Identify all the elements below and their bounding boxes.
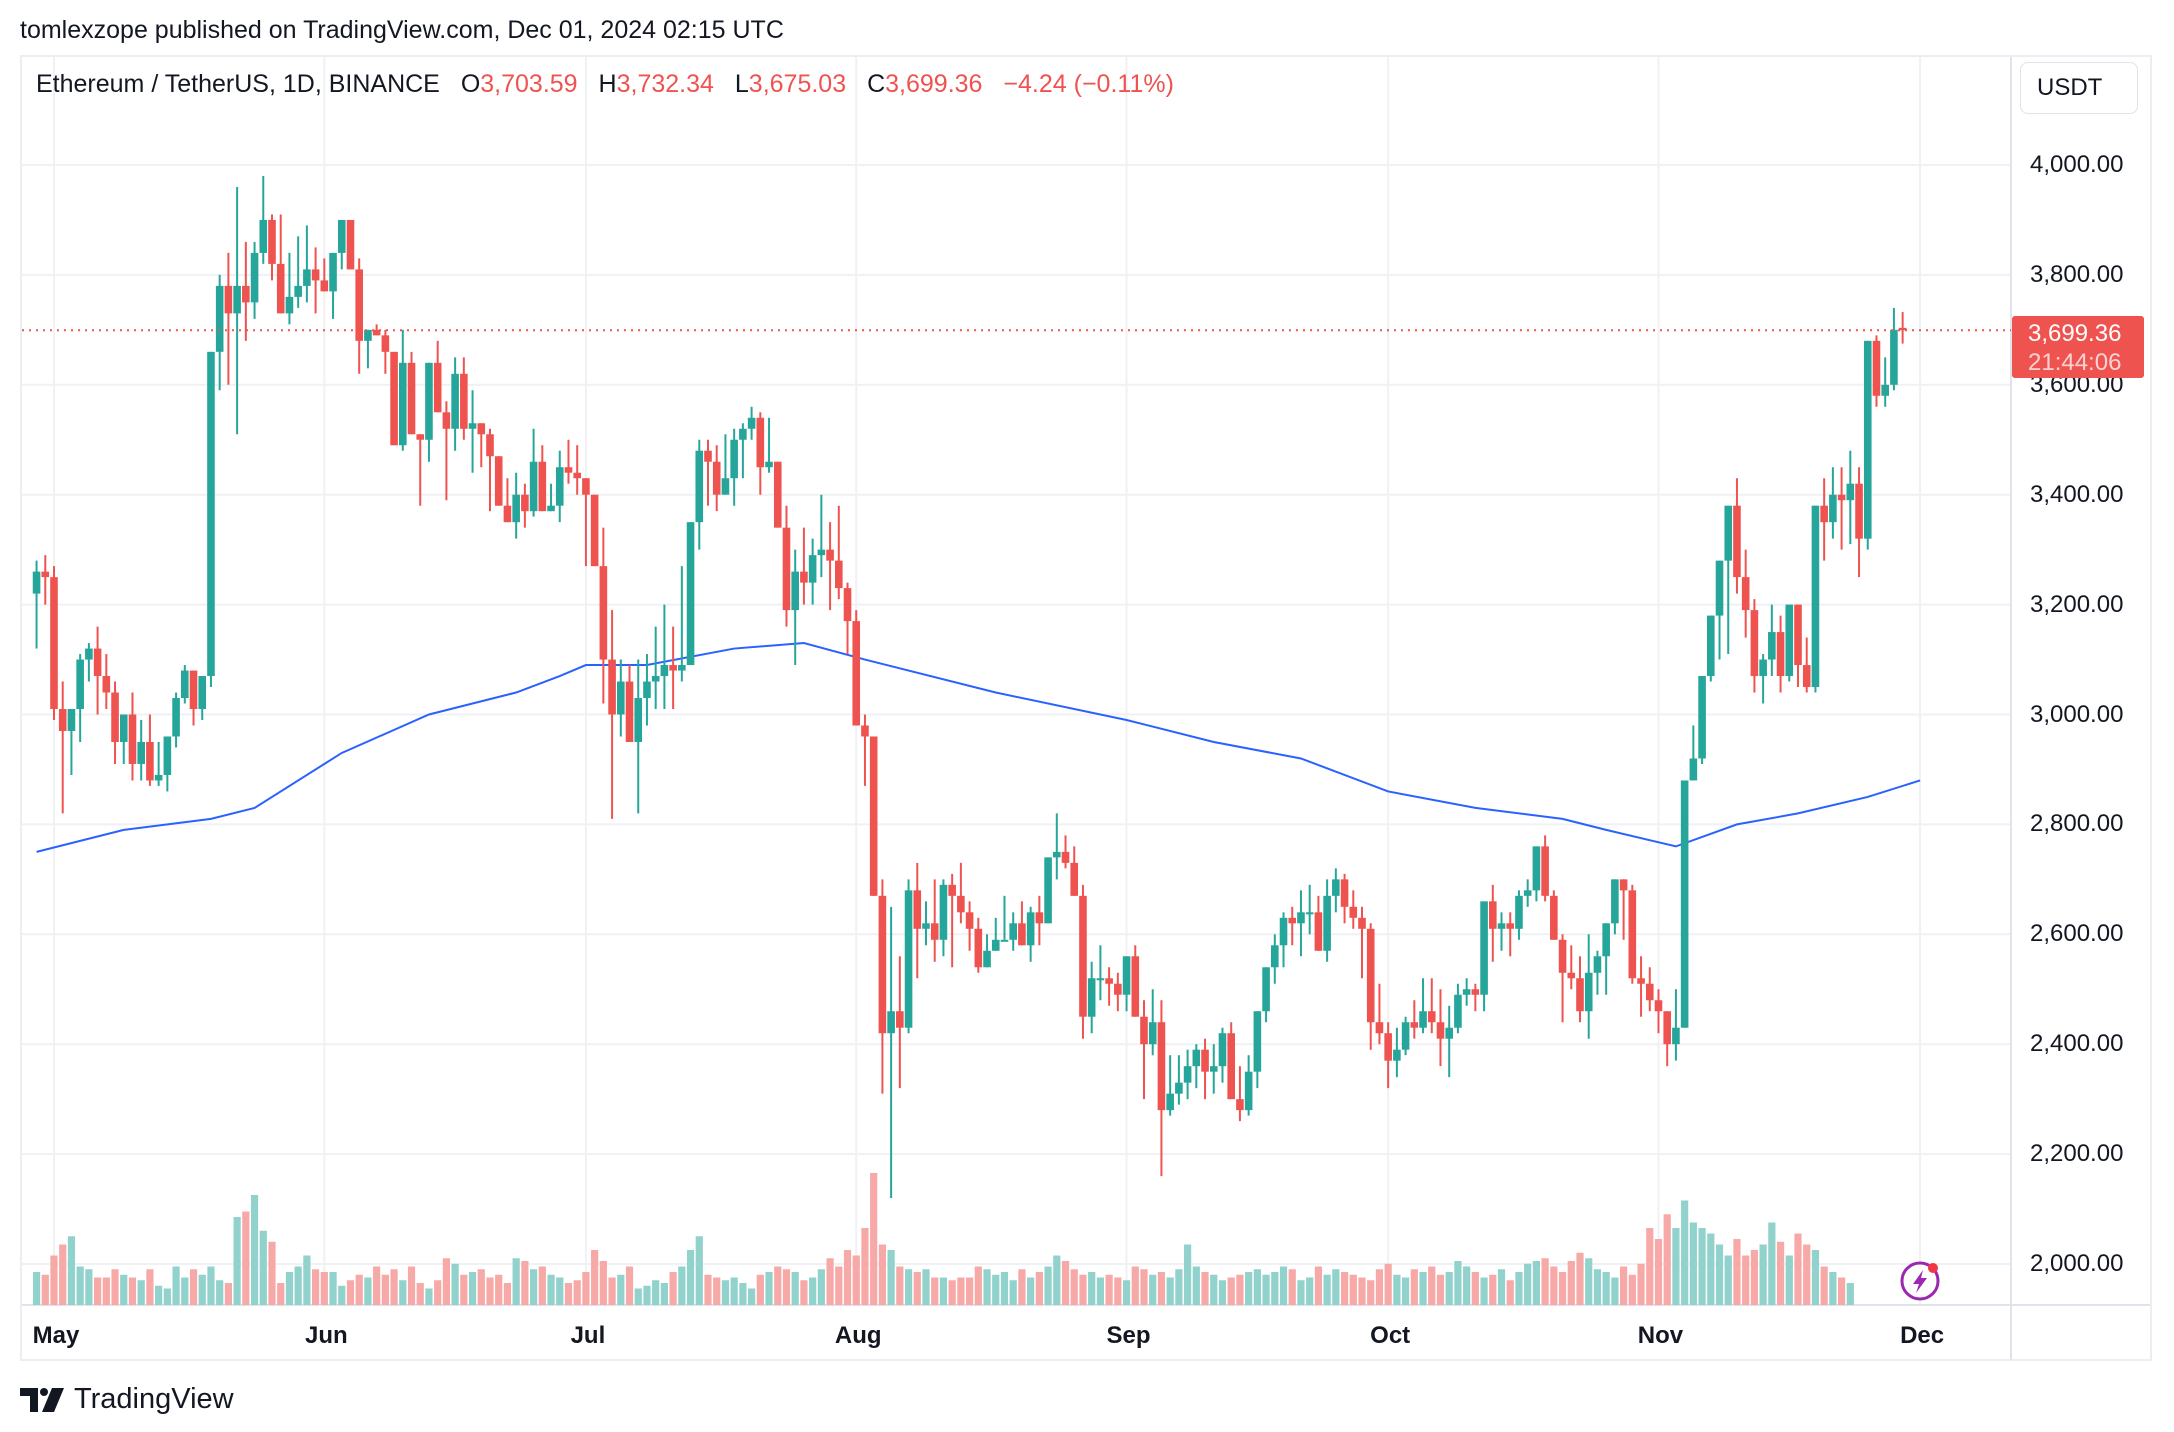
price-axis-label: 4,000.00: [2030, 151, 2124, 178]
price-axis-label: 2,600.00: [2030, 920, 2124, 948]
low-label: L: [734, 70, 749, 98]
price-axis-label: 2,800.00: [2030, 810, 2124, 838]
logo-text: TradingView: [74, 1383, 234, 1415]
price-axis-label: 2,000.00: [2030, 1250, 2124, 1277]
symbol-legend: Ethereum / TetherUS, 1D, BINANCE O3,703.…: [36, 70, 1188, 99]
open-label: O: [460, 70, 481, 98]
publisher-line: tomlexzope published on TradingView.com,…: [20, 16, 784, 44]
lightning-icon[interactable]: [1898, 1259, 1942, 1308]
chart-frame: [20, 55, 2152, 1361]
price-axis-label: 3,200.00: [2030, 590, 2124, 618]
bar-countdown: 21:44:06: [2028, 349, 2122, 376]
change-value: −4.24 (−0.11%): [1003, 70, 1174, 98]
time-axis-label: Jul: [570, 1322, 606, 1349]
close-value: 3,699.36: [885, 70, 983, 98]
time-axis-label: May: [32, 1322, 80, 1349]
price-axis-label: 3,800.00: [2030, 260, 2124, 288]
tradingview-logo-icon: [20, 1387, 64, 1412]
currency-button[interactable]: USDT: [2020, 62, 2138, 114]
price-axis-label: 3,400.00: [2030, 480, 2124, 508]
price-axis-label: 2,200.00: [2030, 1140, 2124, 1168]
last-price-value: 3,699.36: [2028, 320, 2122, 347]
time-axis-label: Dec: [1900, 1322, 1945, 1349]
time-axis-label: Jun: [304, 1322, 348, 1349]
last-price-tag: 3,699.36 21:44:06: [2012, 316, 2144, 378]
price-axis-label: 3,000.00: [2030, 700, 2124, 728]
low-value: 3,675.03: [748, 70, 847, 98]
time-axis-label: Oct: [1370, 1322, 1411, 1349]
tradingview-logo[interactable]: TradingView: [20, 1383, 234, 1416]
price-axis-label: 2,400.00: [2030, 1030, 2124, 1058]
high-label: H: [598, 70, 617, 98]
time-axis-label: Nov: [1637, 1322, 1684, 1349]
time-axis-label: Sep: [1106, 1322, 1151, 1349]
symbol-name: Ethereum / TetherUS, 1D, BINANCE: [36, 70, 440, 98]
close-label: C: [867, 70, 886, 98]
open-value: 3,703.59: [480, 70, 578, 98]
high-value: 3,732.34: [616, 70, 714, 98]
time-axis-label: Aug: [834, 1322, 882, 1349]
